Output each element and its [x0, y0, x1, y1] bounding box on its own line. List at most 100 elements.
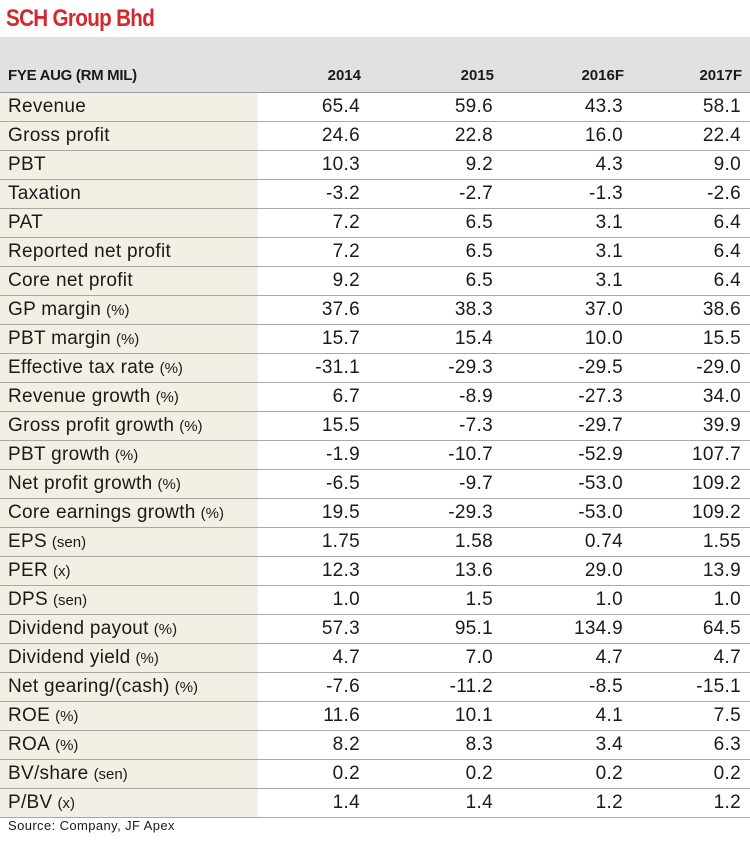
cell-2016f: 3.1: [502, 266, 632, 296]
cell-2017f: 39.9: [632, 411, 750, 441]
table-row: Reported net profit 7.2 6.5 3.1 6.4: [0, 237, 750, 267]
row-label: PBT: [0, 150, 258, 180]
row-label: Net gearing/(cash) (%): [0, 672, 258, 702]
row-label-text: Dividend payout: [8, 618, 149, 639]
cell-2014: 15.7: [258, 324, 369, 354]
row-unit: (sen): [51, 534, 87, 551]
row-label-text: Taxation: [8, 183, 82, 204]
row-label: Core earnings growth (%): [0, 498, 258, 528]
row-label: PBT growth (%): [0, 440, 258, 470]
table-row: Taxation -3.2 -2.7 -1.3 -2.6: [0, 179, 750, 209]
cell-2016f: 0.74: [502, 527, 632, 557]
cell-2017f: 9.0: [632, 150, 750, 180]
cell-2016f: -29.7: [502, 411, 632, 441]
row-label: GP margin (%): [0, 295, 258, 325]
cell-2015: 13.6: [369, 556, 502, 586]
cell-2015: 10.1: [369, 701, 502, 731]
cell-2016f: -27.3: [502, 382, 632, 412]
cell-2017f: 109.2: [632, 498, 750, 528]
cell-2014: 57.3: [258, 614, 369, 644]
table-row: Core earnings growth (%) 19.5 -29.3 -53.0 109…: [0, 498, 750, 528]
row-label-text: Net gearing/(cash): [8, 676, 170, 697]
cell-2016f: -29.5: [502, 353, 632, 383]
row-label-text: ROA: [8, 734, 51, 755]
row-label-text: Net profit growth: [8, 473, 153, 494]
row-label-text: PER: [8, 560, 48, 581]
cell-2014: 0.2: [258, 759, 369, 789]
cell-2017f: 0.2: [632, 759, 750, 789]
cell-2016f: 29.0: [502, 556, 632, 586]
row-label-text: P/BV: [8, 792, 53, 813]
header-band: [0, 37, 750, 58]
cell-2015: -29.3: [369, 353, 502, 383]
cell-2014: 8.2: [258, 730, 369, 760]
cell-2016f: -1.3: [502, 179, 632, 209]
cell-2016f: -8.5: [502, 672, 632, 702]
cell-2016f: 1.2: [502, 788, 632, 818]
table-row: Core net profit 9.2 6.5 3.1 6.4: [0, 266, 750, 296]
cell-2017f: -2.6: [632, 179, 750, 209]
row-unit: (%): [159, 360, 183, 377]
cell-2014: 1.0: [258, 585, 369, 615]
cell-2014: 15.5: [258, 411, 369, 441]
row-label: ROA (%): [0, 730, 258, 760]
cell-2016f: 43.3: [502, 92, 632, 122]
cell-2017f: 4.7: [632, 643, 750, 673]
financial-table: FYE AUG (RM MIL) 2014 2015 2016F 2017F R…: [0, 37, 750, 818]
table-row: GP margin (%) 37.6 38.3 37.0 38.6: [0, 295, 750, 325]
row-unit: (x): [52, 563, 71, 580]
cell-2014: 1.75: [258, 527, 369, 557]
row-unit: (%): [155, 389, 179, 406]
row-label-text: PBT growth: [8, 444, 110, 465]
cell-2017f: 6.4: [632, 208, 750, 238]
cell-2017f: 38.6: [632, 295, 750, 325]
cell-2014: 1.4: [258, 788, 369, 818]
cell-2015: 22.8: [369, 121, 502, 151]
row-unit: (sen): [93, 766, 128, 783]
row-label: P/BV (x): [0, 788, 258, 818]
cell-2016f: -53.0: [502, 498, 632, 528]
cell-2015: -9.7: [369, 469, 502, 499]
cell-2015: 8.3: [369, 730, 502, 760]
cell-2016f: 3.1: [502, 208, 632, 238]
cell-2014: 7.2: [258, 237, 369, 267]
table-row: P/BV (x) 1.4 1.4 1.2 1.2: [0, 788, 750, 818]
row-label-text: BV/share: [8, 763, 89, 784]
row-label-text: GP margin: [8, 299, 102, 320]
cell-2016f: 4.1: [502, 701, 632, 731]
row-label-text: PAT: [8, 212, 44, 233]
table-row: Net gearing/(cash) (%) -7.6 -11.2 -8.5 -15.1: [0, 672, 750, 702]
header-year-2015: 2015: [369, 58, 502, 93]
cell-2014: 12.3: [258, 556, 369, 586]
table-header: FYE AUG (RM MIL) 2014 2015 2016F 2017F: [0, 37, 750, 93]
row-label: Revenue growth (%): [0, 382, 258, 412]
cell-2017f: 109.2: [632, 469, 750, 499]
table-row: Gross profit growth (%) 15.5 -7.3 -29.7 39.9: [0, 411, 750, 441]
header-year-2017f: 2017F: [632, 58, 750, 93]
cell-2014: 7.2: [258, 208, 369, 238]
row-label: Revenue: [0, 92, 258, 122]
cell-2017f: 13.9: [632, 556, 750, 586]
row-label-text: Gross profit: [8, 125, 110, 146]
cell-2016f: 3.4: [502, 730, 632, 760]
cell-2015: 38.3: [369, 295, 502, 325]
cell-2015: -11.2: [369, 672, 502, 702]
cell-2015: 7.0: [369, 643, 502, 673]
row-label: BV/share (sen): [0, 759, 258, 789]
row-label: Core net profit: [0, 266, 258, 296]
cell-2014: 9.2: [258, 266, 369, 296]
cell-2014: 19.5: [258, 498, 369, 528]
cell-2017f: 58.1: [632, 92, 750, 122]
row-label: Gross profit growth (%): [0, 411, 258, 441]
row-label: PBT margin (%): [0, 324, 258, 354]
cell-2017f: 6.3: [632, 730, 750, 760]
table-row: BV/share (sen) 0.2 0.2 0.2 0.2: [0, 759, 750, 789]
cell-2017f: 1.0: [632, 585, 750, 615]
row-label-text: Core earnings growth: [8, 502, 196, 523]
table-row: EPS (sen) 1.75 1.58 0.74 1.55: [0, 527, 750, 557]
cell-2015: 95.1: [369, 614, 502, 644]
header-label: FYE AUG (RM MIL): [0, 58, 258, 93]
table-row: Effective tax rate (%) -31.1 -29.3 -29.5 -29.…: [0, 353, 750, 383]
row-label-text: Gross profit growth: [8, 415, 175, 436]
table-body: Revenue 65.4 59.6 43.3 58.1 Gross profit 24.6 2…: [0, 92, 750, 818]
